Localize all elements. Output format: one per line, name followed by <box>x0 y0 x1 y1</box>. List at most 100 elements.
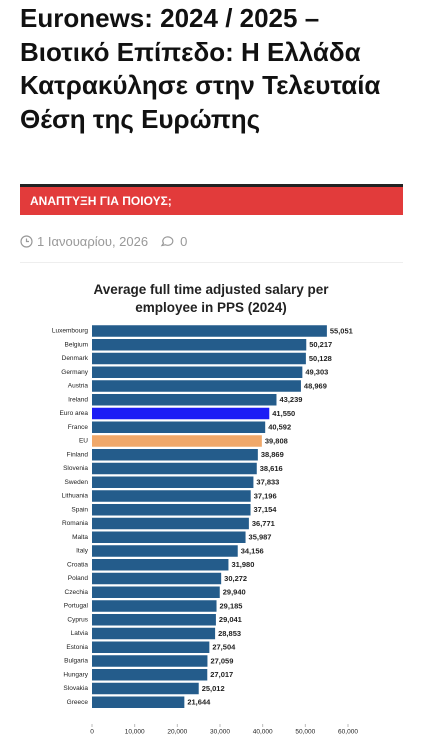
category-label: Ireland <box>68 396 88 403</box>
value-label: 34,156 <box>241 546 264 555</box>
category-label: Greece <box>67 699 89 706</box>
value-label-bg <box>249 518 276 529</box>
value-label: 38,616 <box>260 464 283 473</box>
value-label-bg <box>208 656 235 666</box>
x-tick-label: 50,000 <box>295 729 315 736</box>
bar <box>92 449 258 461</box>
bar <box>92 394 277 406</box>
meta: 1 Ιανουαρίου, 2026 0 <box>20 234 187 249</box>
value-label-bg <box>251 491 278 501</box>
bar <box>92 669 208 681</box>
value-label: 49,303 <box>305 368 328 377</box>
bar <box>92 435 262 447</box>
category-label: Slovenia <box>63 465 88 472</box>
value-label: 35,987 <box>249 533 272 542</box>
category-label: Malta <box>72 534 88 541</box>
category-label: Slovakia <box>63 685 88 692</box>
value-label: 30,272 <box>224 574 247 583</box>
x-tick-label: 40,000 <box>253 729 273 736</box>
value-label-bg <box>220 587 247 598</box>
value-label: 28,853 <box>218 629 241 638</box>
category-label: Germany <box>61 369 88 376</box>
value-label: 29,041 <box>219 615 242 624</box>
category-label: Austria <box>68 383 89 390</box>
bar <box>92 476 254 488</box>
value-label-bg <box>229 559 256 570</box>
value-label: 21,644 <box>187 698 211 707</box>
value-label-bg <box>185 697 212 708</box>
bar <box>92 339 307 351</box>
value-label-bg <box>327 326 354 336</box>
value-label: 37,196 <box>254 491 277 500</box>
comment-count[interactable]: 0 <box>180 234 188 249</box>
bar <box>92 504 251 516</box>
clock-icon <box>20 235 33 248</box>
value-label-bg <box>303 367 330 378</box>
bar <box>92 366 303 378</box>
bar <box>92 545 238 557</box>
category-label: Sweden <box>65 479 89 486</box>
value-label-bg <box>270 408 297 419</box>
value-label: 36,771 <box>252 519 275 528</box>
x-tick-label: 30,000 <box>210 729 230 736</box>
value-label-bg <box>266 422 293 433</box>
value-label-bg <box>307 339 334 350</box>
value-label: 40,592 <box>268 423 291 432</box>
bar <box>92 352 306 365</box>
category-label: Bulgaria <box>64 658 88 665</box>
value-label: 37,833 <box>256 478 279 487</box>
x-tick-label: 20,000 <box>167 729 187 736</box>
chart-title: Average full time adjusted salary per emp… <box>93 282 329 315</box>
bar <box>92 517 249 530</box>
value-label: 48,969 <box>304 381 327 390</box>
value-label-bg <box>210 642 237 653</box>
value-label-bg <box>254 477 281 488</box>
bar <box>92 407 270 420</box>
x-tick-label: 10,000 <box>125 729 145 736</box>
value-label-bg <box>251 504 278 515</box>
value-label: 55,051 <box>330 326 353 335</box>
category-label: Cyprus <box>67 616 88 623</box>
category-label: Croatia <box>67 561 88 568</box>
article-title: Euronews: 2024 / 2025 – Βιοτικό Επίπεδο:… <box>20 3 381 134</box>
category-label: Portugal <box>64 603 89 610</box>
category-label: Latvia <box>71 630 89 637</box>
category-label: Hungary <box>63 671 88 678</box>
value-label-bg <box>301 381 328 391</box>
category-label: Spain <box>71 506 88 513</box>
bar <box>92 572 222 585</box>
bar <box>92 325 327 337</box>
bar <box>92 600 217 612</box>
category-label: Finland <box>67 451 89 458</box>
bar <box>92 490 251 502</box>
bar <box>92 586 220 598</box>
bar <box>92 655 208 667</box>
value-label-bg <box>246 532 273 543</box>
category-tag[interactable]: ΑΝΑΠΤΥΞΗ ΓΙΑ ΠΟΙΟΥΣ; <box>20 187 403 215</box>
category-label: Estonia <box>66 644 88 651</box>
value-label: 25,012 <box>202 684 225 693</box>
category-label: Euro area <box>59 410 88 417</box>
value-label-bg <box>238 546 265 556</box>
category-label: Italy <box>76 548 89 555</box>
value-label-bg <box>306 353 333 364</box>
bar <box>92 696 185 708</box>
category-label: Lithuania <box>62 493 89 500</box>
bar <box>92 682 199 695</box>
value-label-bg <box>262 436 289 446</box>
value-label-bg <box>199 683 226 694</box>
x-tick-label: 0 <box>90 729 94 736</box>
x-tick-label: 60,000 <box>338 729 358 736</box>
bar <box>92 641 210 653</box>
comment-icon[interactable] <box>160 235 176 248</box>
value-label-bg <box>217 601 244 611</box>
value-label: 38,869 <box>261 450 284 459</box>
value-label-bg <box>258 449 285 460</box>
category-label: Luxembourg <box>52 328 89 335</box>
value-label: 41,550 <box>272 409 295 418</box>
bar <box>92 559 229 571</box>
value-label: 27,017 <box>210 670 233 679</box>
date: 1 Ιανουαρίου, 2026 <box>37 234 149 249</box>
bar <box>92 531 246 543</box>
